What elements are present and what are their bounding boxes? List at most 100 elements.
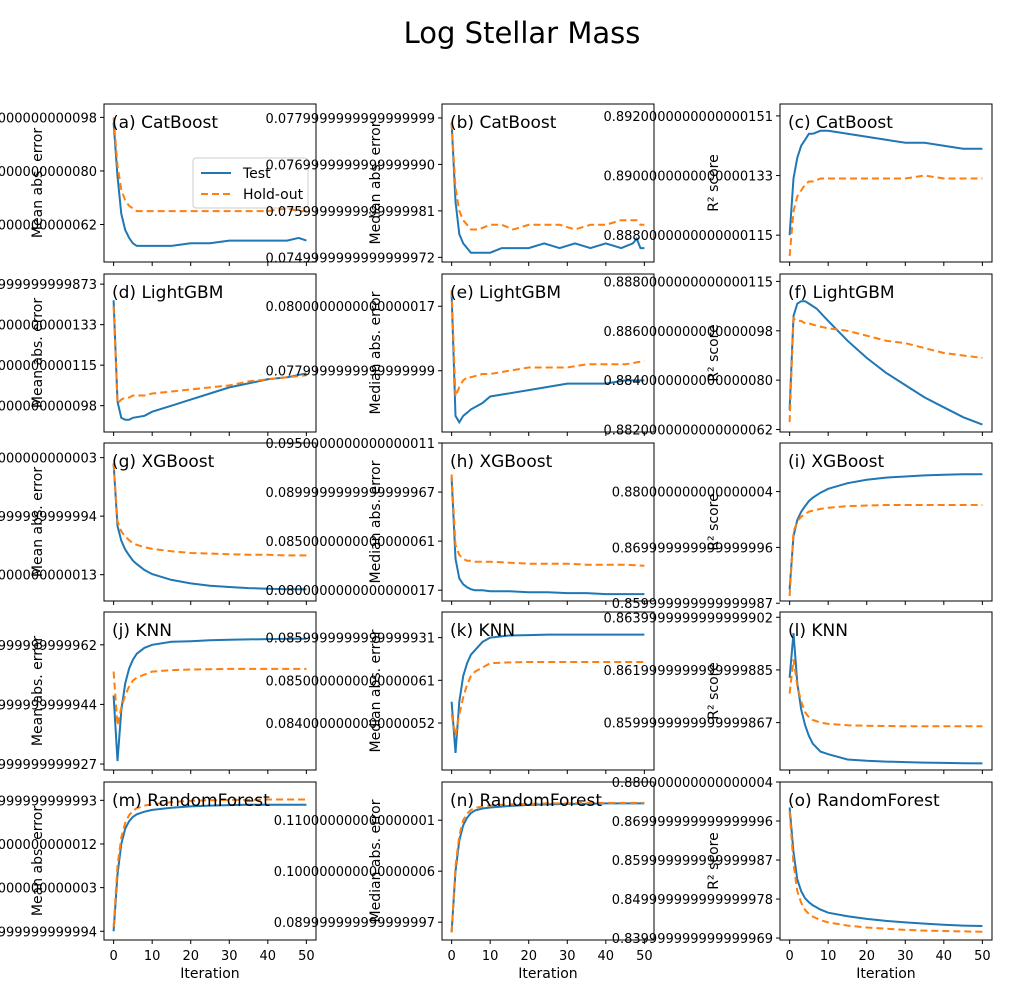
panel-label: (a) CatBoost <box>112 113 218 133</box>
x-tick-label: 20 <box>520 949 537 964</box>
series-line-holdout <box>112 798 307 927</box>
panel-j: 0.1479999999999999927 0.14999999999999999… <box>0 611 317 774</box>
x-tick-label: 30 <box>897 949 914 964</box>
panel-h: 0.0800000000000000017 0.08500000000000000… <box>265 437 655 605</box>
x-tick-label: 40 <box>598 949 615 964</box>
series-line-test <box>112 300 307 421</box>
series-line-test <box>112 637 307 762</box>
y-axis-label: R² score <box>706 154 722 211</box>
plot-frame <box>779 781 993 941</box>
y-tick-label: 0.8920000000000000151 <box>603 110 773 125</box>
series-line-test <box>450 477 645 596</box>
y-tick-label: 0.859999999999999987 <box>612 854 773 869</box>
panel-label: (n) RandomForest <box>450 791 602 811</box>
series-line-test <box>450 633 645 753</box>
x-tick-label: 10 <box>820 949 837 964</box>
y-tick-label: 0.160000000000000003 <box>0 882 97 897</box>
y-tick-label: 0.149999999999999994 <box>0 510 97 525</box>
x-axis-label: Iteration <box>180 966 239 982</box>
legend-label-test: Test <box>242 166 271 182</box>
series-line-test <box>788 633 983 765</box>
panel-a: 0.1320000000000000062 0.13400000000000000… <box>0 103 317 266</box>
panel-label: (g) XGBoost <box>112 452 215 472</box>
y-tick-label: 0.0749999999999999972 <box>265 251 435 266</box>
y-axis-label: Median abs. error <box>368 799 384 922</box>
plot-frame <box>103 103 317 263</box>
series-line-holdout <box>788 811 983 933</box>
y-tick-label: 0.089999999999999997 <box>274 916 435 931</box>
y-tick-label: 0.1320000000000000062 <box>0 219 97 234</box>
series-line-holdout <box>112 117 307 213</box>
plot-frame <box>441 781 655 941</box>
y-tick-label: 0.0759999999999999981 <box>265 205 435 220</box>
panel-o: 0.839999999999999969 0.849999999999999978… <box>612 776 993 982</box>
y-tick-label: 0.8900000000000000133 <box>603 170 773 185</box>
y-tick-label: 0.0950000000000000011 <box>265 437 435 452</box>
series-line-test <box>788 473 983 590</box>
series-line-holdout <box>788 174 983 257</box>
panel-m: 0.149999999999999994 0.160000000000000003… <box>0 781 317 982</box>
y-tick-label: 0.8860000000000000098 <box>603 325 773 340</box>
y-axis-label: R² score <box>706 324 722 381</box>
y-tick-label: 0.100000000000000006 <box>274 865 435 880</box>
x-tick-label: 0 <box>785 949 793 964</box>
panel-i: 0.859999999999999987 0.869999999999999996… <box>612 442 993 612</box>
y-tick-label: 0.8880000000000000115 <box>603 275 773 290</box>
x-tick-label: 0 <box>109 949 117 964</box>
panel-grid: 0.1320000000000000062 0.13400000000000000… <box>0 103 993 982</box>
y-tick-label: 0.8639999999999999902 <box>603 611 773 626</box>
series-line-holdout <box>450 474 645 567</box>
plot-frame <box>779 611 993 771</box>
y-tick-label: 0.8840000000000000080 <box>603 374 773 389</box>
plot-frame <box>441 442 655 602</box>
y-axis-label: Median abs. error <box>368 291 384 414</box>
y-tick-label: 0.0859999999999999931 <box>265 632 435 647</box>
y-axis-label: Mean abs. error <box>30 636 46 746</box>
panel-label: (h) XGBoost <box>450 452 553 472</box>
x-tick-label: 50 <box>974 949 991 964</box>
y-tick-label: 0.880000000000000004 <box>612 486 773 501</box>
y-tick-label: 0.869999999999999996 <box>612 815 773 830</box>
series-line-holdout <box>112 463 307 557</box>
x-tick-label: 0 <box>447 949 455 964</box>
y-axis-label: Median abs. error <box>368 460 384 583</box>
y-tick-label: 0.0850000000000000061 <box>265 674 435 689</box>
series-line-test <box>788 807 983 927</box>
panel-label: (b) CatBoost <box>450 113 557 133</box>
y-tick-label: 0.859999999999999987 <box>612 597 773 612</box>
y-tick-label: 0.849999999999999978 <box>612 893 773 908</box>
legend-label-holdout: Hold-out <box>243 187 304 203</box>
series-line-holdout <box>450 290 645 397</box>
panel-label: (e) LightGBM <box>450 283 561 303</box>
x-tick-label: 40 <box>260 949 277 964</box>
series-line-test <box>450 122 645 254</box>
plot-frame <box>103 781 317 941</box>
y-tick-label: 0.149999999999999994 <box>0 925 97 940</box>
series-line-test <box>112 463 307 591</box>
y-tick-label: 0.880000000000000004 <box>612 776 773 791</box>
x-tick-label: 10 <box>482 949 499 964</box>
panel-label: (o) RandomForest <box>788 791 940 811</box>
y-tick-label: 0.0779999999999999999 <box>265 112 435 127</box>
x-tick-label: 20 <box>858 949 875 964</box>
y-tick-label: 0.8820000000000000062 <box>603 424 773 439</box>
series-line-holdout <box>450 801 645 933</box>
series-line-test <box>788 300 983 426</box>
y-tick-label: 0.0800000000000000017 <box>265 584 435 599</box>
y-tick-label: 0.0769999999999999990 <box>265 158 435 173</box>
series-line-holdout <box>788 659 983 728</box>
y-tick-label: 0.179999999999999993 <box>0 794 97 809</box>
series-line-holdout <box>788 504 983 597</box>
x-tick-label: 50 <box>636 949 653 964</box>
y-tick-label: 0.8599999999999999867 <box>603 717 773 732</box>
panel-g: 0.140000000000000013 0.149999999999999994… <box>0 442 317 605</box>
x-axis-label: Iteration <box>856 966 915 982</box>
y-tick-label: 0.1400000000000000133 <box>0 319 97 334</box>
series-line-holdout <box>788 316 983 423</box>
panel-label: (d) LightGBM <box>112 283 223 303</box>
y-tick-label: 0.140000000000000013 <box>0 569 97 584</box>
y-tick-label: 0.110000000000000001 <box>274 814 435 829</box>
plot-frame <box>441 103 655 263</box>
plot-frame <box>441 273 655 433</box>
y-axis-label: R² score <box>706 662 722 719</box>
